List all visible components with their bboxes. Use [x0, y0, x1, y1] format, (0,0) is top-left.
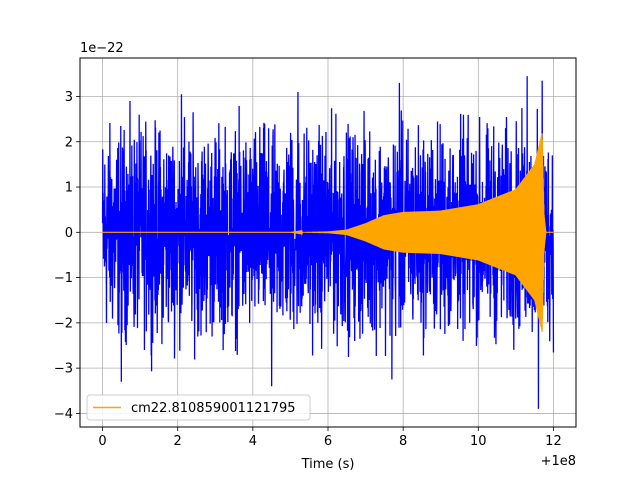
y-tick-label: −4 [54, 407, 73, 422]
y-tick-label: −3 [54, 362, 73, 377]
x-axis-label: Time (s) [301, 457, 355, 472]
x-tick-label: 4 [249, 434, 257, 449]
series-line-chirp [102, 133, 554, 332]
y-scale-label: 1e−22 [80, 41, 124, 56]
x-offset-label: +1e8 [541, 454, 576, 469]
legend-entry-label: cm22.810859001121795 [131, 401, 296, 416]
y-tick-label: 1 [65, 181, 73, 196]
y-tick-label: −2 [54, 316, 73, 331]
x-tick-label: 12 [545, 434, 562, 449]
y-tick-label: 3 [65, 90, 73, 105]
x-tick-label: 6 [324, 434, 332, 449]
x-tick-label: 2 [174, 434, 182, 449]
legend: cm22.810859001121795 [86, 394, 311, 421]
plot-data [101, 76, 555, 409]
x-tick-label: 0 [98, 434, 106, 449]
x-tick-label: 10 [470, 434, 487, 449]
y-tick-label: −1 [54, 271, 73, 286]
x-tick-label: 8 [399, 434, 407, 449]
y-tick-label: 2 [65, 135, 73, 150]
legend-frame [86, 394, 311, 421]
y-tick-label: 0 [65, 226, 73, 241]
